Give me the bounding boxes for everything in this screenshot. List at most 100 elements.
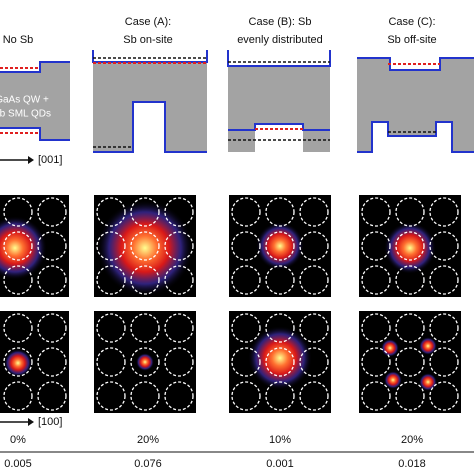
- axis-label: [100]: [38, 416, 62, 428]
- value: 0.005: [4, 458, 32, 470]
- qd-outline: [231, 381, 261, 411]
- qd-outline: [164, 197, 194, 227]
- column-title: Case (B): Sb: [249, 16, 312, 28]
- qd-outline: [429, 265, 459, 295]
- qd-outline: [96, 347, 126, 377]
- density-blob: [136, 353, 154, 371]
- qd-outline: [130, 313, 160, 343]
- band-diagram: [227, 50, 331, 152]
- qd-outline: [395, 231, 425, 261]
- qd-outline: [361, 197, 391, 227]
- qd-outline: [429, 347, 459, 377]
- density-blob: [0, 216, 47, 280]
- qd-outline: [164, 381, 194, 411]
- density-blob: [419, 337, 437, 355]
- structure-label: Sb SML QDs: [0, 109, 51, 120]
- band-diagram: [92, 50, 208, 153]
- fraction: 20%: [137, 434, 159, 446]
- column-title: Case (A):: [125, 16, 171, 28]
- qd-outline: [429, 197, 459, 227]
- density-blob: [4, 349, 32, 377]
- qd-outline: [164, 231, 194, 261]
- band-diagram: [357, 50, 474, 153]
- qd-outline: [361, 313, 391, 343]
- material-label: GaAs: [76, 100, 88, 128]
- qd-outline: [265, 381, 295, 411]
- qd-outline: [96, 231, 126, 261]
- qd-outline: [3, 265, 33, 295]
- density-blob: [256, 222, 304, 270]
- qd-outline: [96, 313, 126, 343]
- qd-outline: [299, 265, 329, 295]
- qd-outline: [429, 313, 459, 343]
- qd-outline: [231, 231, 261, 261]
- qd-outline: [3, 381, 33, 411]
- qd-outline: [130, 265, 160, 295]
- column-title: evenly distributed: [237, 34, 323, 46]
- qd-outline: [299, 231, 329, 261]
- column-title: No Sb: [3, 34, 34, 46]
- qd-outline: [395, 197, 425, 227]
- qd-outline: [361, 231, 391, 261]
- qd-outline: [429, 231, 459, 261]
- value: 0.018: [398, 458, 426, 470]
- column-title: Sb on-site: [123, 34, 173, 46]
- qd-outline: [3, 197, 33, 227]
- value: 0.001: [266, 458, 294, 470]
- qd-outline: [164, 265, 194, 295]
- qd-outline: [3, 347, 33, 377]
- density-blob: [97, 200, 193, 296]
- qd-outline: [299, 381, 329, 411]
- qd-outline: [395, 313, 425, 343]
- qd-outline: [96, 381, 126, 411]
- qd-outline: [299, 197, 329, 227]
- qd-outline: [96, 265, 126, 295]
- wavefunction-maps: [0, 195, 461, 413]
- axis-arrow-head: [28, 418, 34, 426]
- qd-outline: [265, 313, 295, 343]
- qd-outline: [231, 197, 261, 227]
- map-panel: [359, 311, 461, 413]
- band-diagram: GaAs GaAs QW + Sb SML QDs: [0, 50, 88, 152]
- qd-outline: [265, 197, 295, 227]
- qd-outline: [265, 265, 295, 295]
- qd-outline: [130, 197, 160, 227]
- fraction: 0%: [10, 434, 26, 446]
- fraction: 10%: [269, 434, 291, 446]
- density-blob: [384, 371, 402, 389]
- qd-outline: [395, 347, 425, 377]
- qd-outline: [231, 313, 261, 343]
- qd-outline: [3, 313, 33, 343]
- qd-outline: [231, 347, 261, 377]
- qd-outline: [3, 231, 33, 261]
- density-blob: [419, 373, 437, 391]
- axis-label: [001]: [38, 154, 62, 166]
- density-blob: [384, 222, 436, 274]
- qd-outline: [37, 265, 67, 295]
- axis-arrow-head: [28, 156, 34, 164]
- value: 0.076: [134, 458, 162, 470]
- qd-outline: [265, 231, 295, 261]
- qd-outline: [130, 381, 160, 411]
- density-blob: [381, 339, 399, 357]
- qd-outline: [37, 347, 67, 377]
- qd-outline: [395, 265, 425, 295]
- qd-outline: [429, 381, 459, 411]
- qd-outline: [299, 313, 329, 343]
- qd-outline: [361, 347, 391, 377]
- column-title: Sb off-site: [387, 34, 436, 46]
- qd-outline: [395, 381, 425, 411]
- density-blob: [248, 326, 312, 390]
- qd-outline: [164, 347, 194, 377]
- qd-outline: [37, 231, 67, 261]
- column-title: Case (C):: [388, 16, 435, 28]
- qd-outline: [361, 381, 391, 411]
- qd-outline: [37, 313, 67, 343]
- qd-outline: [37, 197, 67, 227]
- qd-outline: [164, 313, 194, 343]
- qd-outline: [361, 265, 391, 295]
- qd-outline: [130, 231, 160, 261]
- structure-label: GaAs QW +: [0, 95, 49, 106]
- qd-outline: [96, 197, 126, 227]
